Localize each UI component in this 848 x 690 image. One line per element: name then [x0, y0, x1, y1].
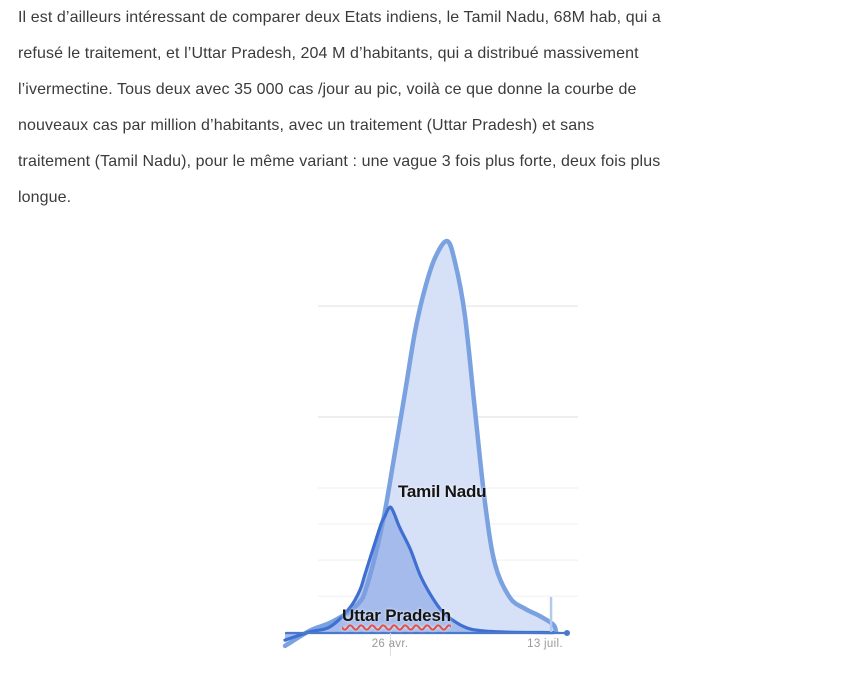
axis-arrow-icon — [564, 630, 570, 636]
article-paragraph: Il est d’ailleurs intéressant de compare… — [0, 0, 848, 216]
chart-series — [282, 238, 559, 649]
tamil-nadu-label: Tamil Nadu — [398, 482, 487, 501]
paragraph-line: longue. — [18, 189, 72, 206]
uttar-pradesh-label: Uttar Pradesh — [342, 606, 451, 625]
x-tick-13-juil: 13 juil. — [527, 638, 563, 650]
x-axis — [284, 630, 570, 656]
paragraph-line: nouveaux cas par million d’habitants, av… — [18, 117, 595, 134]
covid-cases-chart: Tamil Nadu Uttar Pradesh 26 avr. 13 juil… — [278, 226, 582, 678]
paragraph-line: refusé le traitement, et l’Uttar Pradesh… — [18, 45, 639, 62]
x-tick-26-avr: 26 avr. — [371, 638, 409, 650]
paragraph-line: l’ivermectine. Tous deux avec 35 000 cas… — [18, 81, 637, 98]
paragraph-line: Il est d’ailleurs intéressant de compare… — [18, 9, 661, 26]
chart-canvas — [282, 238, 578, 656]
paragraph-line: traitement (Tamil Nadu), pour le même va… — [18, 153, 661, 170]
